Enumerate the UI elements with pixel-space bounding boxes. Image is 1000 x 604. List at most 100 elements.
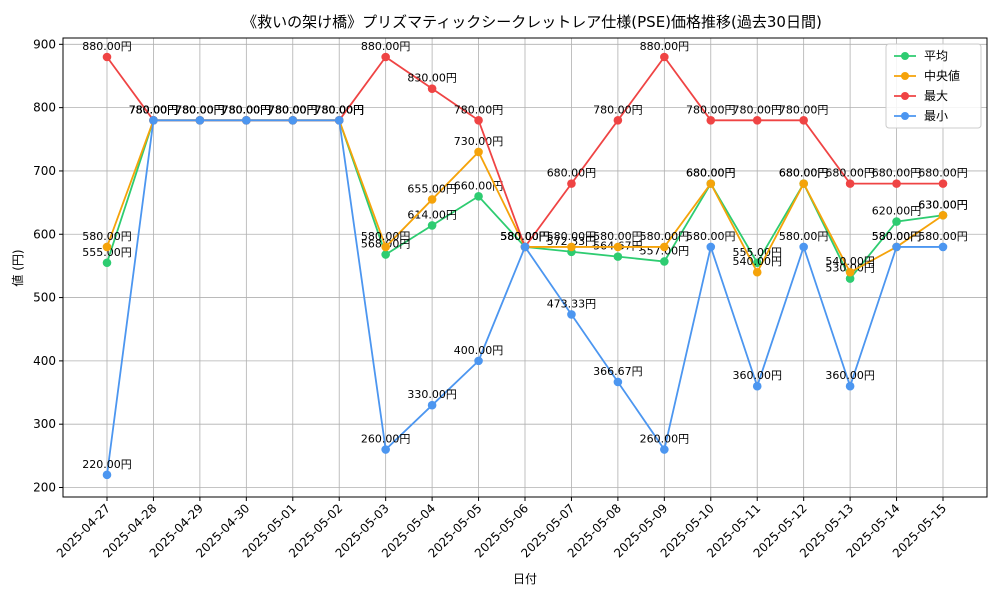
data-point (613, 116, 623, 125)
data-label: 780.00円 (686, 103, 736, 116)
data-point (102, 52, 112, 62)
data-point (845, 381, 855, 391)
y-axis-title: 値 (円) (10, 249, 25, 286)
data-label: 580.00円 (361, 230, 411, 243)
series-1: 580.00円780.00円780.00円780.00円780.00円780.0… (82, 103, 968, 277)
data-label: 780.00円 (129, 103, 179, 116)
data-point (799, 116, 808, 125)
data-label: 780.00円 (593, 103, 643, 116)
data-point (520, 242, 530, 252)
legend-label: 中央値 (924, 68, 960, 83)
data-label: 780.00円 (268, 103, 318, 116)
data-point (613, 377, 623, 387)
data-point (102, 258, 112, 268)
data-label: 580.00円 (500, 230, 550, 243)
data-label: 680.00円 (686, 167, 736, 180)
y-tick-label: 400 (33, 354, 56, 368)
legend-label: 最小 (924, 109, 948, 123)
data-point (334, 116, 344, 125)
data-point (613, 252, 623, 261)
data-point (752, 116, 762, 125)
y-tick-label: 300 (33, 417, 56, 431)
data-label: 630.00円 (918, 198, 968, 211)
data-label: 580.00円 (82, 230, 132, 243)
data-point (660, 242, 669, 252)
data-label: 360.00円 (732, 369, 782, 382)
data-label: 780.00円 (314, 103, 364, 116)
data-label: 780.00円 (175, 103, 225, 116)
data-point (427, 400, 437, 410)
legend-label: 平均 (924, 49, 948, 63)
data-label: 680.00円 (547, 167, 597, 180)
data-label: 555.00円 (82, 246, 132, 259)
data-label: 780.00円 (129, 103, 179, 116)
data-point (706, 242, 716, 252)
data-label: 580.00円 (686, 230, 736, 243)
data-label: 620.00円 (872, 205, 922, 218)
data-point (752, 381, 762, 391)
data-label: 680.00円 (686, 167, 736, 180)
data-label: 330.00円 (407, 388, 457, 401)
data-point (845, 274, 855, 283)
data-label: 880.00円 (640, 40, 690, 53)
y-tick-label: 700 (33, 164, 56, 178)
data-point (938, 210, 948, 220)
data-label: 680.00円 (825, 167, 875, 180)
data-point (102, 470, 112, 480)
x-axis: 2025-04-272025-04-282025-04-292025-04-30… (54, 497, 949, 560)
data-label: 680.00円 (918, 167, 968, 180)
data-point (799, 179, 808, 188)
data-label: 580.00円 (500, 230, 550, 243)
data-label: 360.00円 (825, 369, 875, 382)
data-label: 580.00円 (872, 230, 922, 243)
y-tick-label: 900 (33, 37, 56, 51)
chart-title: 《救いの架け橋》プリズマティックシークレットレア仕様(PSE)価格推移(過去30… (242, 13, 822, 31)
data-point (845, 179, 855, 188)
data-point (752, 258, 762, 268)
data-point (613, 242, 623, 252)
data-point (660, 52, 669, 62)
data-label: 614.00円 (407, 208, 457, 221)
x-axis-title: 日付 (513, 572, 537, 586)
data-label: 260.00円 (361, 433, 411, 446)
data-point (706, 116, 716, 125)
data-point (938, 242, 948, 252)
data-point (381, 445, 390, 454)
data-label: 780.00円 (175, 103, 225, 116)
series-3: 220.00円780.00円780.00円780.00円780.00円780.0… (82, 103, 968, 480)
data-label: 880.00円 (361, 40, 411, 53)
data-label: 780.00円 (314, 103, 364, 116)
data-label: 780.00円 (268, 103, 318, 116)
data-point (427, 195, 437, 204)
y-tick-label: 600 (33, 227, 56, 241)
data-point (752, 267, 762, 277)
data-point (381, 242, 390, 252)
legend-swatch-marker (901, 72, 909, 80)
data-label: 780.00円 (268, 103, 318, 116)
data-point (706, 179, 716, 188)
data-label: 680.00円 (779, 167, 829, 180)
data-point (845, 267, 855, 277)
data-point (381, 250, 390, 259)
data-label: 580.00円 (640, 230, 690, 243)
data-point (474, 116, 483, 125)
data-label: 780.00円 (222, 103, 272, 116)
data-label: 780.00円 (314, 103, 364, 116)
y-tick-label: 500 (33, 291, 56, 305)
data-label: 680.00円 (872, 167, 922, 180)
data-label: 780.00円 (222, 103, 272, 116)
data-point (474, 356, 483, 366)
data-label: 580.00円 (500, 230, 550, 243)
data-label: 655.00円 (407, 182, 457, 195)
data-point (799, 242, 808, 252)
data-label: 220.00円 (82, 458, 132, 471)
data-point (102, 242, 112, 252)
data-label: 780.00円 (175, 103, 225, 116)
legend-label: 最大 (924, 89, 948, 103)
data-label: 780.00円 (779, 103, 829, 116)
data-point (567, 310, 576, 319)
data-label: 780.00円 (222, 103, 272, 116)
data-label: 780.00円 (175, 103, 225, 116)
